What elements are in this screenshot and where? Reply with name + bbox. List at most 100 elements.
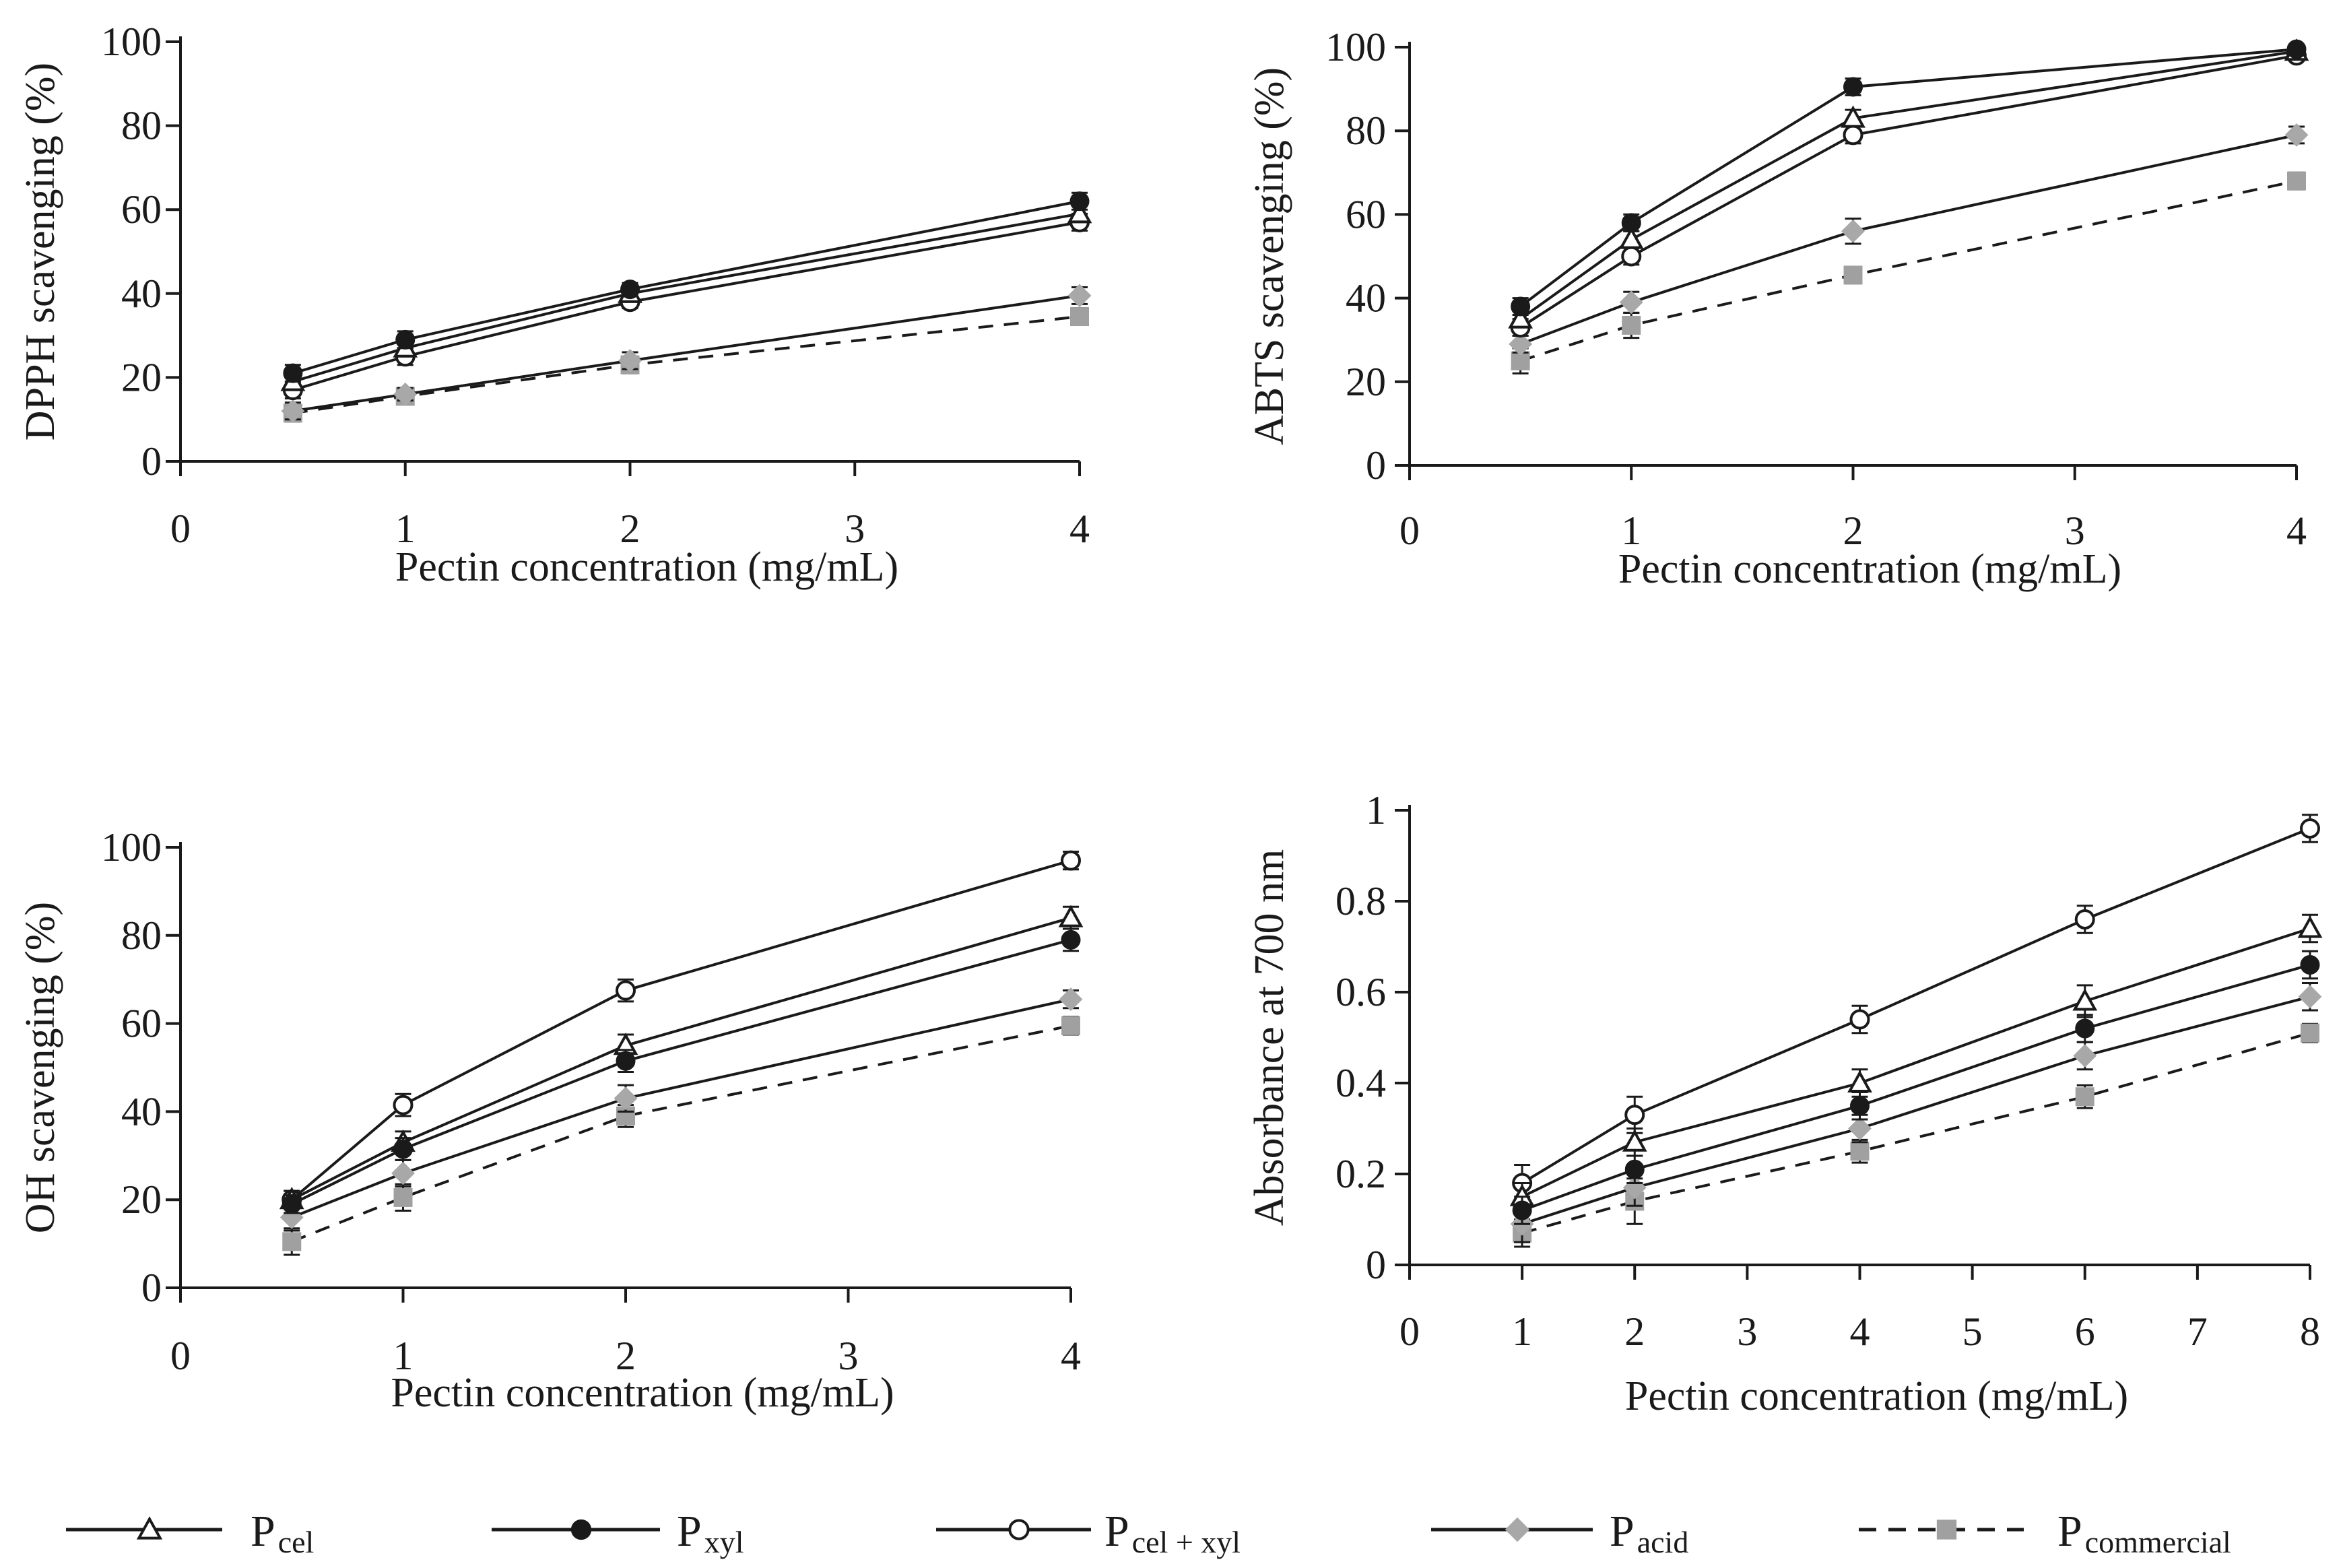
legend-marker-celxyl — [1008, 1519, 1030, 1540]
data-point-acid — [2298, 985, 2322, 1009]
series-xyl — [282, 927, 1081, 1214]
data-point-xyl — [1061, 929, 1081, 950]
x-tick-label: 4 — [1850, 1309, 1870, 1354]
series-line-xyl — [1519, 48, 2297, 308]
series-line-commercial — [292, 315, 1080, 415]
x-tick-label: 1 — [393, 1334, 414, 1378]
x-axis-title: Pectin concentration (mg/mL) — [1625, 1373, 2128, 1419]
legend-label-celxyl: Pcel + xyl — [1104, 1507, 1241, 1559]
legend-label-main: P — [2057, 1507, 2082, 1556]
data-point-celxyl — [1624, 1105, 1645, 1125]
x-axis-title: Pectin concentration (mg/mL) — [1618, 546, 2121, 592]
data-point-acid — [1067, 284, 1092, 308]
data-point-cel — [1622, 1129, 1647, 1152]
legend-label-cel: Pcel — [251, 1507, 314, 1559]
x-tick-label: 5 — [1962, 1309, 1983, 1354]
x-axis-title: Pectin concentration (mg/mL) — [395, 544, 898, 590]
data-point-commercial — [1070, 307, 1089, 327]
legend-label-main: P — [251, 1507, 275, 1556]
y-tick-label: 0.6 — [1335, 970, 1386, 1014]
data-point-acid — [1509, 332, 1533, 356]
data-point-cel — [1847, 1070, 1872, 1092]
data-point-xyl — [1843, 77, 1863, 97]
data-point-cel — [2297, 915, 2323, 938]
y-tick-label: 100 — [1325, 25, 1386, 69]
series-acid — [281, 284, 1092, 423]
data-point-acid — [393, 382, 418, 406]
data-point-celxyl — [1849, 1009, 1870, 1030]
data-point-xyl — [283, 363, 303, 383]
y-axis-title: OH scavenging (%) — [18, 902, 63, 1233]
legend-label-xyl: Pxyl — [677, 1507, 744, 1559]
legend-marker-xyl — [570, 1519, 592, 1540]
x-tick-label: 2 — [620, 507, 640, 551]
series-cel — [1508, 38, 2309, 329]
series-line-commercial — [1520, 179, 2297, 362]
data-point-celxyl — [1843, 125, 1863, 145]
x-tick-label: 2 — [616, 1334, 636, 1378]
data-point-xyl — [616, 1051, 636, 1071]
data-point-cel — [1058, 905, 1084, 927]
data-point-xyl — [395, 329, 416, 350]
x-tick-label: 3 — [845, 507, 865, 551]
data-point-cel — [2072, 988, 2098, 1011]
y-axis-title: Absorbance at 700 nm — [1247, 849, 1292, 1227]
y-tick-label: 1 — [1366, 788, 1386, 832]
legend-marker-cel — [136, 1516, 163, 1540]
series-line-celxyl — [1519, 54, 2297, 329]
y-tick-label: 0 — [141, 1266, 162, 1310]
data-point-xyl — [1624, 1159, 1645, 1179]
data-point-commercial — [393, 1187, 413, 1207]
data-point-commercial — [1843, 265, 1863, 285]
y-tick-label: 80 — [1346, 108, 1386, 153]
legend-item-xyl: Pxyl — [492, 1507, 744, 1559]
series-line-celxyl — [290, 859, 1071, 1201]
legend-marker-commercial — [1936, 1520, 1957, 1540]
data-point-commercial — [1061, 1016, 1080, 1035]
x-tick-label: 3 — [2065, 509, 2085, 553]
data-point-commercial — [2287, 171, 2306, 191]
series-line-celxyl — [1521, 827, 2311, 1185]
data-point-xyl — [1621, 213, 1641, 233]
x-tick-label: 7 — [2187, 1309, 2208, 1354]
y-tick-label: 0 — [1366, 443, 1386, 488]
series-xyl — [1512, 950, 2320, 1225]
y-tick-label: 100 — [101, 20, 162, 64]
legend-item-acid: Pacid — [1431, 1507, 1688, 1559]
x-tick-label: 4 — [2286, 509, 2307, 553]
series-line-celxyl — [292, 220, 1080, 392]
x-tick-label: 6 — [2075, 1309, 2095, 1354]
data-point-commercial — [282, 1232, 302, 1251]
chart-oh-scavenging: 0 20 40 60 80 100 0 1 2 3 4 Pectin concentration (m… — [18, 825, 1084, 1416]
data-point-commercial — [1850, 1142, 1870, 1161]
x-tick-label: 0 — [1399, 1309, 1420, 1354]
data-point-acid — [2073, 1044, 2097, 1068]
y-tick-label: 20 — [121, 355, 162, 399]
series-line-cel — [291, 916, 1071, 1201]
series-line-acid — [291, 998, 1071, 1219]
data-point-celxyl — [1061, 850, 1081, 871]
y-tick-label: 100 — [101, 825, 162, 870]
data-point-celxyl — [616, 980, 636, 1001]
data-point-acid — [1059, 987, 1083, 1012]
y-tick-label: 40 — [1346, 276, 1386, 321]
x-tick-label: 4 — [1069, 507, 1090, 551]
x-tick-label: 4 — [1061, 1334, 1081, 1378]
series-acid — [1509, 123, 2309, 356]
data-point-celxyl — [1621, 246, 1642, 267]
y-tick-label: 80 — [121, 913, 162, 958]
x-tick-label: 3 — [1737, 1309, 1757, 1354]
x-tick-label: 1 — [395, 507, 416, 551]
data-point-xyl — [1069, 191, 1090, 211]
x-tick-label: 2 — [1624, 1309, 1645, 1354]
series-celxyl — [1512, 814, 2320, 1202]
series-line-xyl — [291, 938, 1071, 1206]
data-point-xyl — [620, 280, 640, 300]
x-tick-label: 8 — [2300, 1309, 2320, 1354]
y-tick-label: 0 — [141, 439, 162, 484]
x-tick-label: 3 — [838, 1334, 859, 1378]
data-point-acid — [618, 349, 642, 372]
data-point-xyl — [282, 1194, 302, 1214]
data-point-acid — [1848, 1117, 1872, 1140]
data-point-xyl — [2286, 39, 2307, 59]
